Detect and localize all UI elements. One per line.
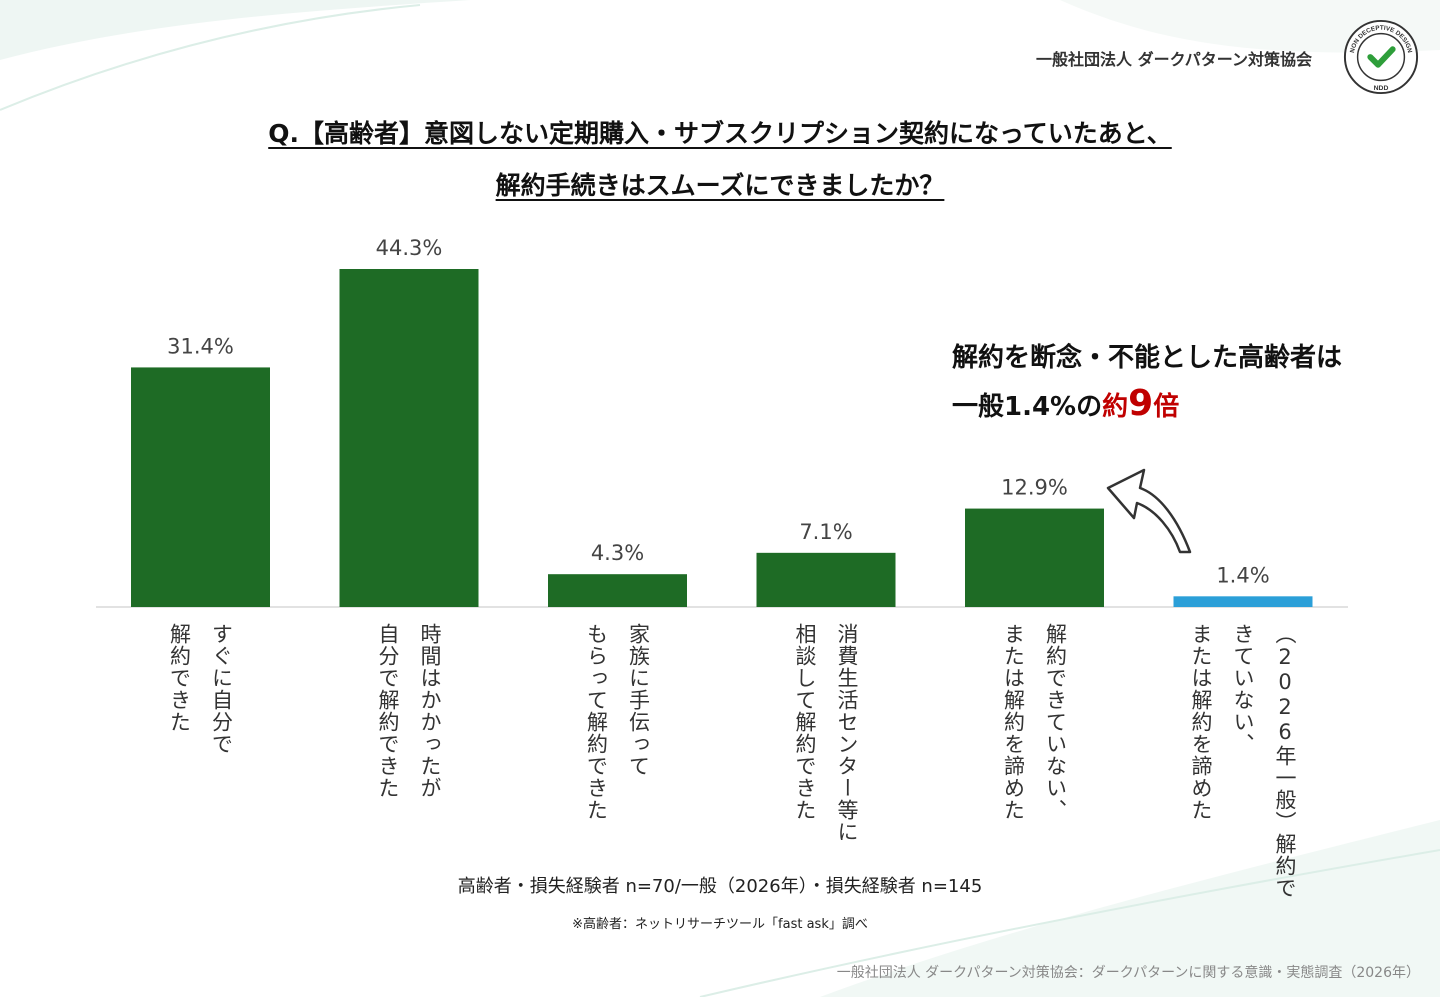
organization-name: 一般社団法人 ダークパターン対策協会 xyxy=(1036,50,1312,69)
chart-title-line-1: Q.【高齢者】意図しない定期購入・サブスクリプション契約になっていたあと、 xyxy=(268,119,1172,148)
callout-line-2: 一般1.4%の約9倍 xyxy=(952,380,1342,431)
callout-line-1: 解約を断念・不能とした高齢者は xyxy=(952,343,1343,373)
category-label-5: 解約できていない、 または解約を諦めた xyxy=(1001,623,1068,821)
callout-yaku: 約 xyxy=(1102,392,1129,422)
callout: 解約を断念・不能とした高齢者は 一般1.4%の約9倍 xyxy=(952,336,1342,431)
bar-2 xyxy=(339,269,479,607)
category-label-4: 消費生活センター等に 相談して解約できた xyxy=(793,623,859,843)
bar-1 xyxy=(131,367,270,607)
category-label-1: すぐに自分で 解約できた xyxy=(167,623,234,755)
comparison-arrow-icon xyxy=(1106,468,1192,554)
data-label-3: 4.3% xyxy=(591,541,644,565)
category-label-2: 時間はかかったが 自分で解約できた xyxy=(376,623,442,799)
survey-tool-note: ※高齢者：ネットリサーチツール「fast ask」調べ xyxy=(572,917,868,932)
svg-text:NDD: NDD xyxy=(1374,85,1389,92)
callout-multiplier: 9 xyxy=(1128,383,1154,424)
bar-4 xyxy=(756,552,896,607)
category-label-3: 家族に手伝って もらって解約できた xyxy=(584,623,651,821)
data-label-5: 12.9% xyxy=(1001,476,1068,500)
sample-size-note: 高齢者・損失経験者 n=70/一般（2026年）・損失経験者 n=145 xyxy=(457,876,983,897)
bar-3 xyxy=(548,574,687,607)
data-label-2: 44.3% xyxy=(376,236,443,260)
data-label-1: 31.4% xyxy=(167,334,234,358)
ndd-badge-logo: NON DECEPTIVE DESIGN NDD xyxy=(1343,19,1419,95)
bar-5 xyxy=(965,508,1104,607)
chart-title-line-2: 解約手続きはスムーズにできましたか？ xyxy=(495,171,945,200)
callout-suffix: 倍 xyxy=(1153,392,1180,422)
category-label-6: （2026年一般）解約で きていない、 または解約を諦めた xyxy=(1189,623,1297,899)
data-label-4: 7.1% xyxy=(799,520,852,544)
data-label-6: 1.4% xyxy=(1216,563,1269,587)
bar-6 xyxy=(1173,596,1313,607)
source-citation: 一般社団法人 ダークパターン対策協会：ダークパターンに関する意識・実態調査（20… xyxy=(836,965,1420,981)
callout-prefix: 一般1.4%の xyxy=(952,392,1103,422)
